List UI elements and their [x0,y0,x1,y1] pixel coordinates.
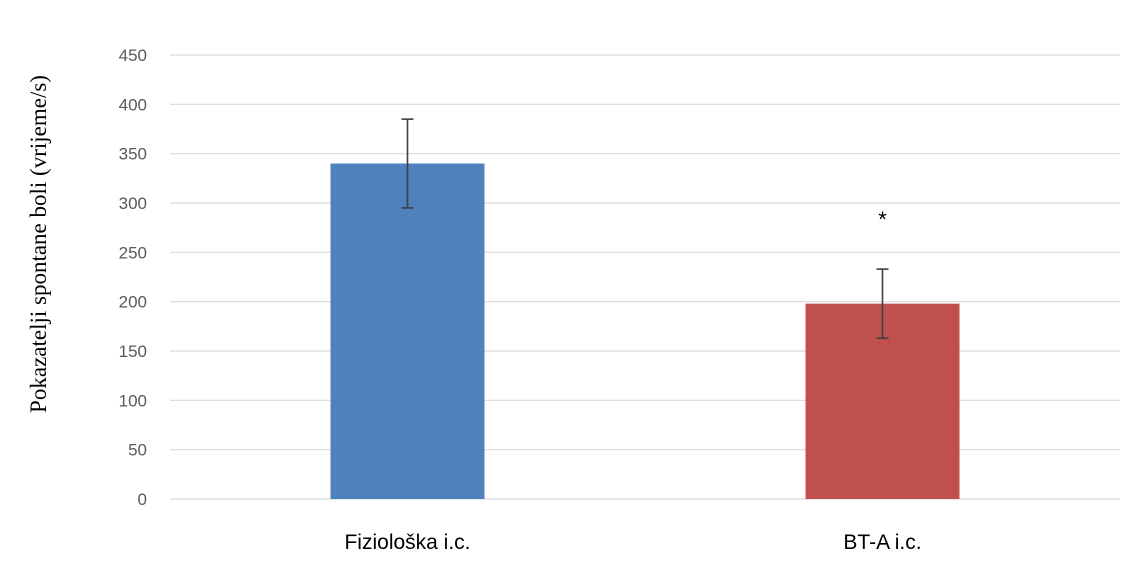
gridlines [170,55,1120,499]
annotations: * [878,207,887,232]
y-axis-ticks: 0 50 100 150 200 250 300 350 400 450 [119,46,147,509]
bar-1 [331,164,485,499]
y-tick-label: 450 [119,46,147,65]
bars [331,164,960,499]
x-axis-labels: Fiziološka i.c. BT-A i.c. [344,531,921,554]
x-category-label: BT-A i.c. [843,531,921,554]
y-tick-label: 400 [119,95,147,114]
significance-marker: * [878,207,887,232]
x-category-label: Fiziološka i.c. [344,531,470,554]
y-tick-label: 250 [119,243,147,262]
y-tick-label: 0 [138,490,147,509]
y-axis-title: Pokazatelji spontane boli (vrijeme/s) [26,75,51,413]
y-tick-label: 200 [119,293,147,312]
y-tick-label: 350 [119,145,147,164]
y-tick-label: 150 [119,342,147,361]
y-tick-label: 100 [119,391,147,410]
y-tick-label: 300 [119,194,147,213]
y-tick-label: 50 [128,441,147,460]
